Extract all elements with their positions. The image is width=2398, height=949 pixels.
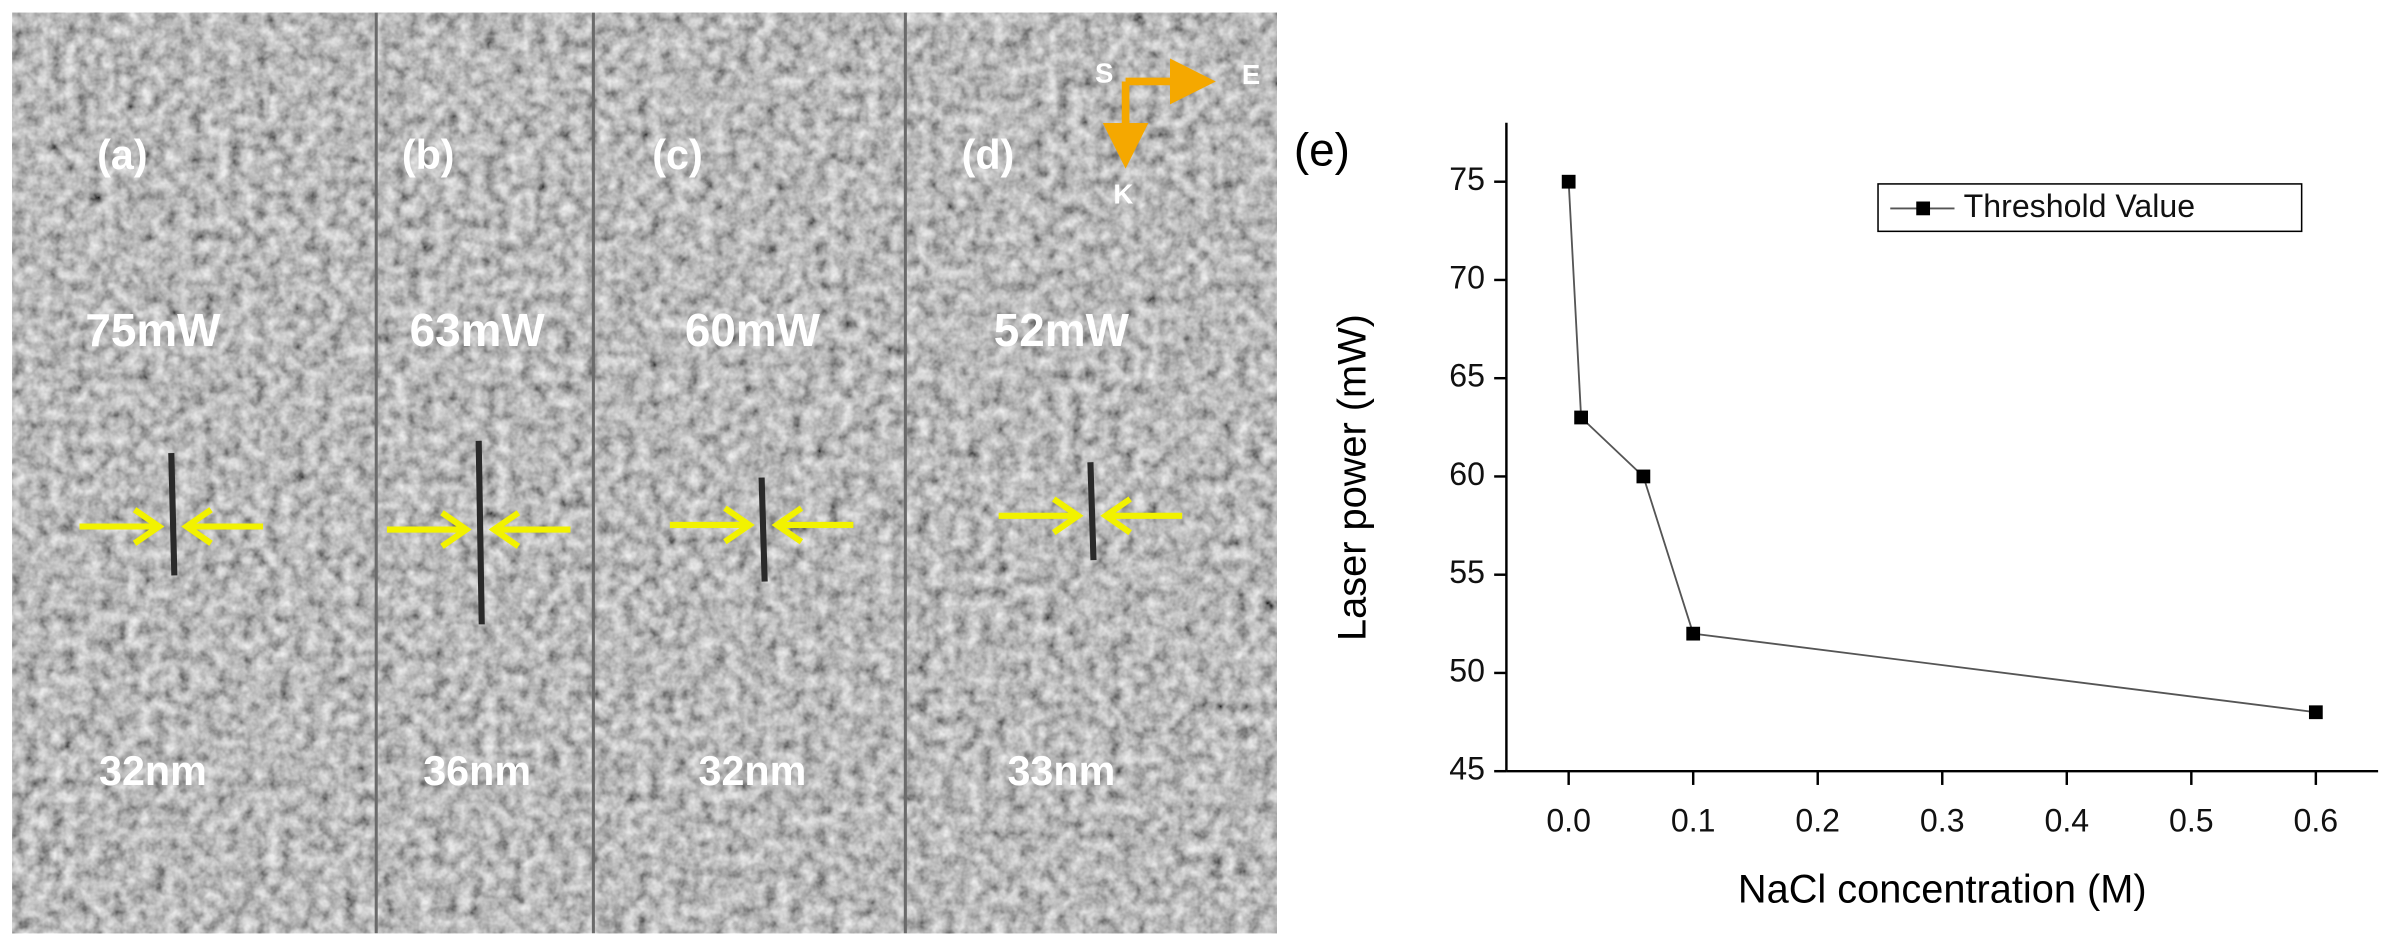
y-tick-label: 55 [1449, 554, 1485, 590]
x-tick-label: 0.1 [1671, 803, 1716, 839]
x-tick-label: 0.4 [2044, 803, 2089, 839]
arrow-right [488, 510, 571, 549]
x-tick-label: 0.6 [2294, 803, 2339, 839]
y-tick-label: 50 [1449, 652, 1485, 688]
width-label: 36nm [423, 748, 531, 794]
power-label: 60mW [685, 304, 821, 356]
x-tick-label: 0.0 [1546, 803, 1591, 839]
compass-label: K [1113, 178, 1133, 209]
data-point [1686, 626, 1701, 641]
x-tick-label: 0.3 [1920, 803, 1965, 839]
panel-label: (b) [402, 132, 455, 178]
data-point [1561, 174, 1576, 189]
data-point [1574, 410, 1588, 425]
width-label: 32nm [699, 748, 807, 794]
crack [758, 477, 768, 582]
compass-label: E [1242, 59, 1260, 90]
power-label: 52mW [994, 304, 1130, 356]
crack [168, 453, 178, 576]
panel-label: (d) [962, 132, 1015, 178]
x-tick-label: 0.2 [1795, 803, 1840, 839]
arrow-right [1100, 496, 1183, 536]
power-label: 75mW [85, 304, 221, 356]
arrow-right [771, 505, 854, 545]
y-tick-label: 65 [1449, 358, 1485, 394]
y-axis-label: Laser power (mW) [1330, 314, 1374, 641]
panel-label: (c) [652, 132, 702, 178]
data-point [2308, 705, 2323, 720]
arrow-left [669, 505, 755, 545]
y-tick-label: 45 [1449, 751, 1485, 787]
arrow-left [79, 507, 165, 546]
power-label: 63mW [410, 304, 546, 356]
crack [1087, 462, 1097, 561]
image-texture [12, 12, 1277, 934]
legend-marker [1916, 201, 1931, 216]
y-tick-label: 70 [1449, 259, 1485, 295]
panel-label: (a) [97, 132, 147, 178]
x-tick-label: 0.5 [2169, 803, 2214, 839]
crack [475, 440, 485, 625]
series-line [1567, 181, 2316, 714]
width-label: 32nm [99, 748, 207, 794]
y-tick-label: 75 [1449, 161, 1485, 197]
compass-label: S [1095, 58, 1113, 89]
legend-label: Threshold Value [1964, 188, 2195, 224]
compass [1102, 58, 1216, 169]
arrow-left [998, 496, 1084, 536]
x-axis-label: NaCl concentration (M) [1738, 868, 2147, 912]
y-tick-label: 60 [1449, 456, 1485, 492]
width-label: 33nm [1007, 748, 1115, 794]
panel-label: (e) [1294, 123, 1350, 175]
arrow-left [386, 510, 472, 549]
sem-images: S E K (a) 75mW 32nm (b) 63mW 36nm (c) 60mW 32nm (… [12, 12, 1277, 934]
arrow-right [181, 507, 264, 546]
data-point [1636, 469, 1651, 484]
